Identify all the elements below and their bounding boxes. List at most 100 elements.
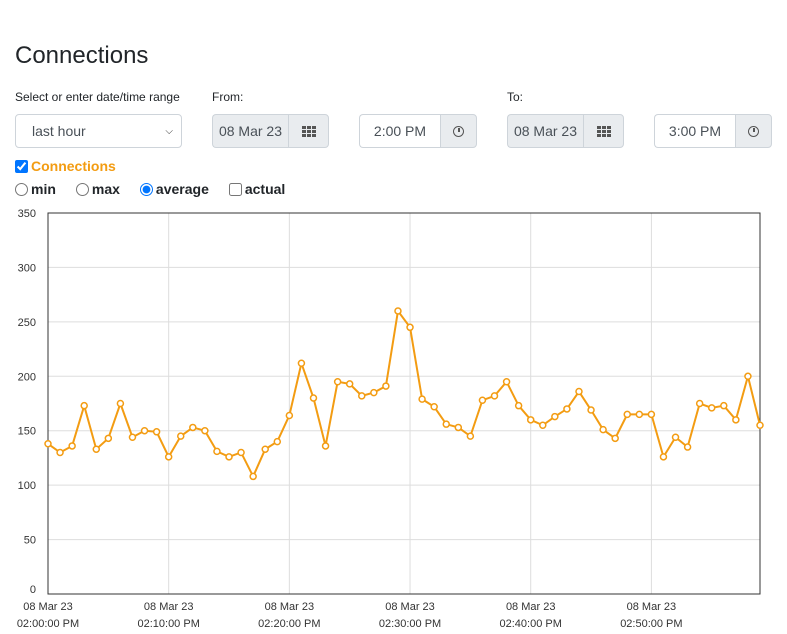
series-checkbox[interactable] [15, 159, 28, 173]
data-point [502, 377, 511, 386]
radio-average[interactable]: average [139, 181, 209, 197]
data-point [128, 433, 137, 441]
data-point [189, 423, 197, 432]
x-tick-time: 02:40:00 PM [500, 618, 562, 630]
data-point [345, 380, 354, 388]
data-point [382, 382, 390, 390]
y-tick-label: 200 [18, 371, 36, 383]
data-point [261, 445, 269, 453]
y-tick-label: 100 [18, 480, 36, 492]
from-time-group: 2:00 PM [359, 114, 477, 148]
data-point [466, 432, 475, 440]
data-point [152, 428, 161, 436]
y-tick-label: 150 [18, 426, 36, 438]
data-point [732, 416, 740, 424]
range-label: Select or enter date/time range [15, 90, 180, 104]
data-point [321, 442, 330, 450]
data-point [201, 426, 209, 435]
data-point [599, 425, 607, 434]
to-date-group: 08 Mar 23 [507, 114, 624, 148]
x-tick-time: 02:30:00 PM [379, 618, 441, 630]
to-calendar-button[interactable] [583, 114, 624, 148]
data-point [140, 426, 149, 435]
from-clock-button[interactable] [440, 114, 477, 148]
to-clock-button[interactable] [735, 114, 772, 148]
data-point [249, 472, 257, 481]
data-point [695, 399, 704, 408]
data-point [225, 453, 233, 461]
data-point [297, 359, 306, 367]
data-point [490, 392, 499, 400]
y-tick-label: 350 [18, 208, 36, 220]
x-tick-date: 08 Mar 23 [506, 601, 556, 613]
data-point [430, 403, 438, 411]
data-point [44, 440, 52, 448]
data-point [406, 323, 414, 332]
x-tick-time: 02:50:00 PM [620, 618, 682, 630]
data-point [370, 388, 378, 397]
data-point [56, 448, 64, 457]
x-tick-date: 08 Mar 23 [385, 601, 435, 613]
data-point [756, 421, 764, 430]
data-point [575, 387, 583, 396]
data-point [285, 411, 294, 420]
radio-average-label: average [155, 181, 209, 197]
checkbox-actual-label: actual [244, 181, 286, 197]
radio-average-input[interactable] [139, 182, 153, 196]
range-select[interactable]: last hour ⌵ [15, 114, 182, 148]
data-point [333, 377, 342, 386]
calendar-icon [301, 125, 316, 137]
from-label: From: [212, 90, 244, 104]
radio-min-input[interactable] [15, 182, 28, 196]
series-line [47, 308, 761, 479]
from-date-group: 08 Mar 23 [212, 114, 329, 148]
from-time-input[interactable]: 2:00 PM [359, 114, 440, 148]
clock-icon [748, 125, 759, 137]
y-tick-label: 0 [30, 584, 36, 596]
calendar-icon [596, 125, 611, 137]
plot-frame [47, 212, 761, 595]
data-point [720, 401, 728, 410]
x-tick-time: 02:20:00 PM [258, 618, 320, 630]
radio-max-label: max [91, 181, 120, 197]
to-date-input[interactable]: 08 Mar 23 [507, 114, 583, 148]
radio-max[interactable]: max [75, 181, 120, 197]
from-date-input[interactable]: 08 Mar 23 [212, 114, 288, 148]
radio-min-label: min [31, 181, 56, 197]
data-point [116, 399, 125, 408]
data-point [611, 434, 619, 443]
data-point [442, 420, 450, 428]
data-point [418, 395, 426, 403]
radio-min[interactable]: min [15, 181, 56, 197]
data-point [526, 416, 535, 424]
data-point [68, 442, 76, 450]
data-point [539, 421, 547, 430]
data-point [176, 432, 185, 440]
data-point [563, 405, 571, 413]
clock-icon [453, 125, 464, 137]
x-tick-time: 02:00:00 PM [17, 618, 79, 630]
data-point [164, 453, 173, 461]
aggregation-radios: min max average actual [15, 181, 305, 197]
data-point [80, 401, 88, 410]
checkbox-actual-input[interactable] [228, 182, 242, 196]
data-point [273, 437, 282, 446]
chevron-down-icon: ⌵ [165, 125, 173, 137]
checkbox-actual[interactable]: actual [228, 181, 286, 197]
x-tick-date: 08 Mar 23 [144, 601, 194, 613]
data-point [744, 372, 752, 381]
radio-max-input[interactable] [75, 182, 89, 196]
data-point [514, 401, 523, 410]
data-point [358, 392, 366, 400]
from-calendar-button[interactable] [288, 114, 329, 148]
data-point [635, 410, 644, 419]
x-tick-time: 02:10:00 PM [137, 618, 199, 630]
x-tick-date: 08 Mar 23 [23, 601, 73, 613]
data-point [623, 410, 632, 419]
to-time-group: 3:00 PM [654, 114, 772, 148]
y-tick-label: 50 [24, 535, 36, 547]
to-time-input[interactable]: 3:00 PM [654, 114, 735, 148]
data-point [92, 445, 101, 453]
range-select-value: last hour [32, 123, 86, 139]
